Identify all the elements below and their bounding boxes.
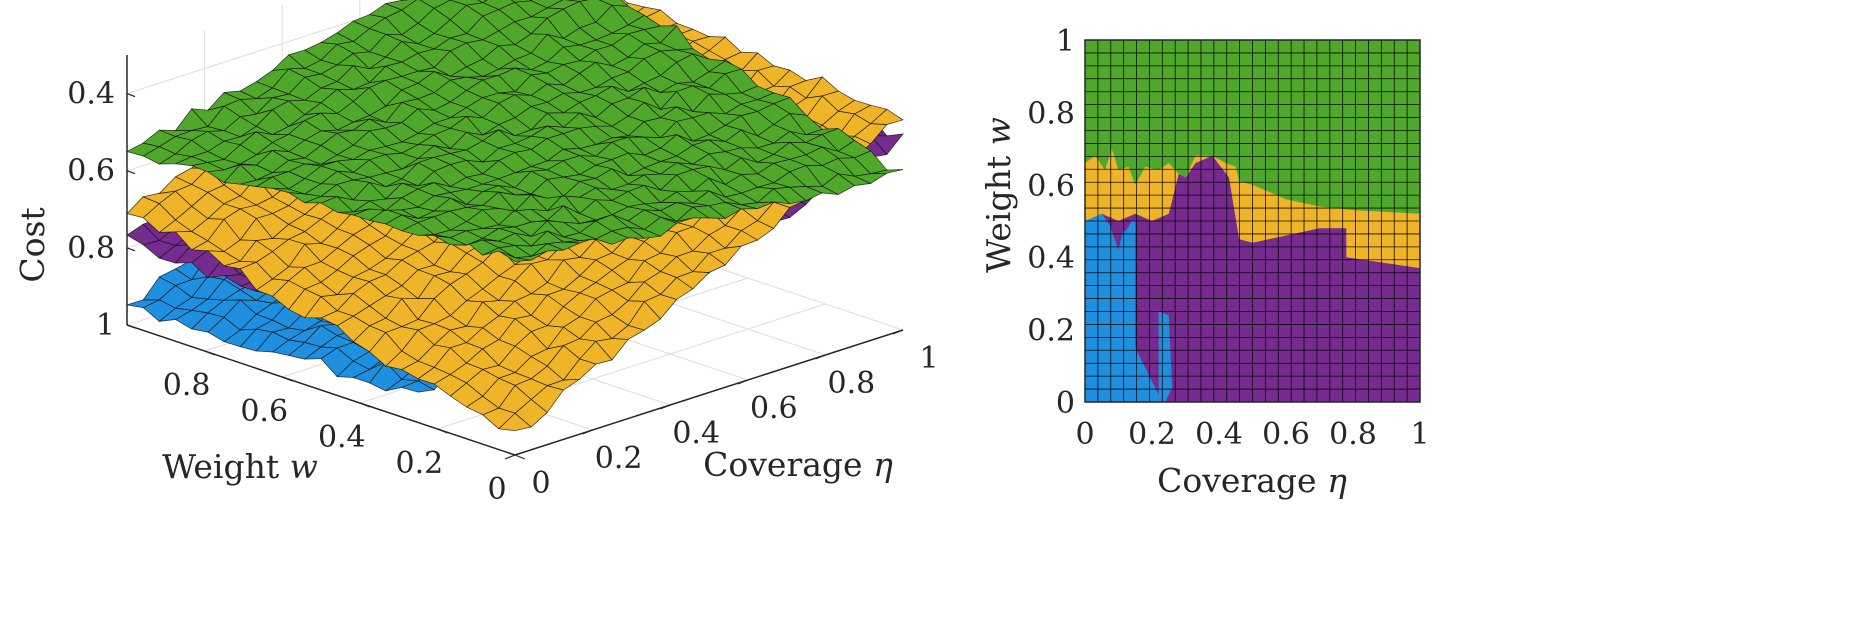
y-tick — [659, 404, 671, 410]
x-tick — [437, 428, 448, 434]
heatmap-x-tick-label: 0.2 — [1128, 417, 1176, 452]
region-purple-wedge — [1108, 221, 1126, 250]
heatmap-x-tick-label: 0.8 — [1329, 417, 1377, 452]
surface-cell — [433, 0, 468, 21]
z-tick-label: 1 — [96, 308, 115, 343]
heatmap-x-tick-label: 0 — [1075, 417, 1094, 452]
heatmap-y-axis-label: Weight w — [979, 117, 1018, 273]
x-tick — [204, 350, 215, 356]
x-tick — [359, 402, 371, 408]
surface-cell — [579, 0, 613, 23]
heatmap-plot: 0 0.2 0.4 0.6 0.8 100.20.40.60.81 Coverage η … — [979, 24, 1430, 500]
heatmap-x-tick-label: 1 — [1410, 417, 1429, 452]
heatmap-y-tick-label: 1 — [1056, 24, 1075, 59]
heatmap-y-tick-label: 0.2 — [1027, 314, 1075, 349]
surface-cell — [564, 0, 589, 2]
surface-cell — [598, 0, 630, 7]
heatmap-x-axis-label: Coverage η — [1157, 461, 1347, 500]
y-tick — [815, 354, 826, 360]
y-tick — [582, 429, 593, 435]
heatmap-y-tick-label: 0 — [1056, 386, 1075, 421]
surface-cell — [481, 0, 516, 10]
surface-cell — [401, 0, 435, 24]
z-axis-label: Cost — [13, 207, 52, 282]
surface-green — [126, 0, 904, 262]
surface-plot-ticks: 0.4 0.6 0.8 1 0 0.2 0.4 0.6 0.8 0 0.2 0.4 0.6 0.8 1 — [67, 77, 938, 507]
x-axis-line — [126, 324, 516, 456]
surface-plot: Cost Weight w Coverage η 0.40.60.8100.20… — [13, 0, 939, 507]
z-tick-label: 0.6 — [67, 154, 115, 189]
heatmap-y-tick-label: 0.8 — [1027, 96, 1075, 131]
heatmap-y-tick-label: 0.6 — [1027, 169, 1075, 204]
x-tick — [281, 376, 293, 382]
y-tick-label: 1 — [919, 341, 938, 376]
x-tick-label: 0.6 — [240, 394, 288, 429]
z-tick — [126, 247, 136, 252]
surface-cell — [449, 0, 484, 6]
region-blue — [1085, 213, 1159, 402]
z-tick-label: 0.4 — [67, 77, 115, 112]
heatmap-grid — [1085, 40, 1420, 402]
y-tick-label: 0.4 — [672, 416, 720, 451]
heatmap-ticks: 0 0.2 0.4 0.6 0.8 1 0 0.2 0.4 0.6 0.8 1 — [1027, 24, 1429, 452]
z-tick — [126, 324, 136, 329]
z-tick — [126, 170, 136, 175]
x-axis-label: Weight w — [162, 447, 318, 486]
x-tick — [514, 454, 526, 460]
y-tick-label: 0.2 — [595, 441, 643, 476]
surface-plot-axes — [126, 55, 904, 456]
y-tick-label: 0.8 — [828, 366, 876, 401]
heatmap-x-tick-label: 0.4 — [1195, 417, 1243, 452]
surface-cell — [477, 0, 488, 4]
heatmap-x-tick-label: 0.6 — [1262, 417, 1310, 452]
y-tick-label: 0 — [531, 466, 550, 501]
y-tick — [504, 454, 516, 460]
surface-cell — [510, 0, 533, 3]
surface-cell — [529, 0, 533, 2]
z-gridline-back — [126, 0, 420, 95]
surface-cell — [419, 0, 452, 9]
y-axis-line — [514, 329, 904, 456]
surface-cell — [530, 0, 564, 9]
x-tick-label: 0 — [487, 472, 506, 507]
heatmap-y-tick-label: 0.4 — [1027, 241, 1075, 276]
y-axis-label: Coverage η — [703, 445, 893, 484]
z-tick — [126, 93, 136, 98]
y-tick — [737, 379, 749, 385]
x-tick-label: 0.4 — [318, 420, 366, 455]
y-tick-label: 0.6 — [750, 391, 798, 426]
z-tick-label: 0.8 — [67, 231, 115, 266]
y-tick — [892, 329, 904, 335]
surface-cell — [546, 0, 581, 10]
surface-layers — [126, 0, 904, 432]
x-tick-label: 0.8 — [163, 368, 211, 403]
x-tick-label: 0.2 — [396, 446, 444, 481]
heatmap-frame — [1084, 39, 1421, 403]
